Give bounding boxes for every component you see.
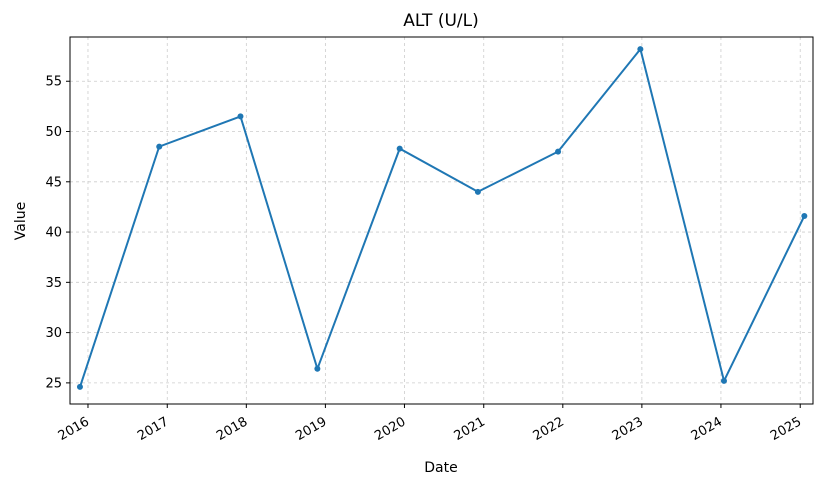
data-point (396, 145, 403, 152)
y-tick-label: 40 (45, 226, 62, 241)
x-tick-label: 2018 (214, 414, 250, 444)
x-tick-label: 2025 (768, 414, 804, 444)
x-axis: 2016 2017 2018 2019 2020 2021 2022 2023 2024 2025 (56, 404, 804, 444)
series-line (79, 46, 806, 388)
x-tick-label: 2020 (372, 414, 408, 444)
grid-lines (70, 37, 813, 404)
y-tick-label: 45 (45, 175, 62, 190)
y-axis-title: Value (13, 202, 29, 240)
y-tick-label: 55 (45, 75, 62, 90)
data-point (801, 212, 808, 219)
y-tick-label: 30 (45, 326, 62, 341)
data-point (555, 148, 562, 155)
data-point (720, 377, 727, 384)
data-point (637, 46, 644, 53)
y-axis: 25 30 35 40 45 50 55 (45, 75, 70, 391)
y-tick-label: 50 (45, 125, 62, 140)
chart-title: ALT (U/L) (403, 11, 478, 31)
x-tick-label: 2016 (56, 414, 92, 444)
x-axis-title: Date (424, 460, 457, 476)
plot-frame (69, 36, 814, 405)
x-tick-label: 2022 (531, 414, 567, 444)
data-point (474, 188, 481, 195)
x-tick-label: 2021 (452, 414, 488, 444)
data-point (76, 383, 83, 390)
data-point (156, 143, 163, 150)
data-points (76, 46, 808, 390)
data-point (314, 365, 321, 372)
x-tick-label: 2024 (689, 414, 725, 444)
x-tick-label: 2023 (610, 414, 646, 444)
y-tick-label: 25 (45, 376, 62, 391)
x-tick-label: 2019 (293, 414, 329, 444)
x-tick-label: 2017 (135, 414, 171, 444)
y-tick-label: 35 (45, 276, 62, 291)
data-point (237, 113, 244, 120)
